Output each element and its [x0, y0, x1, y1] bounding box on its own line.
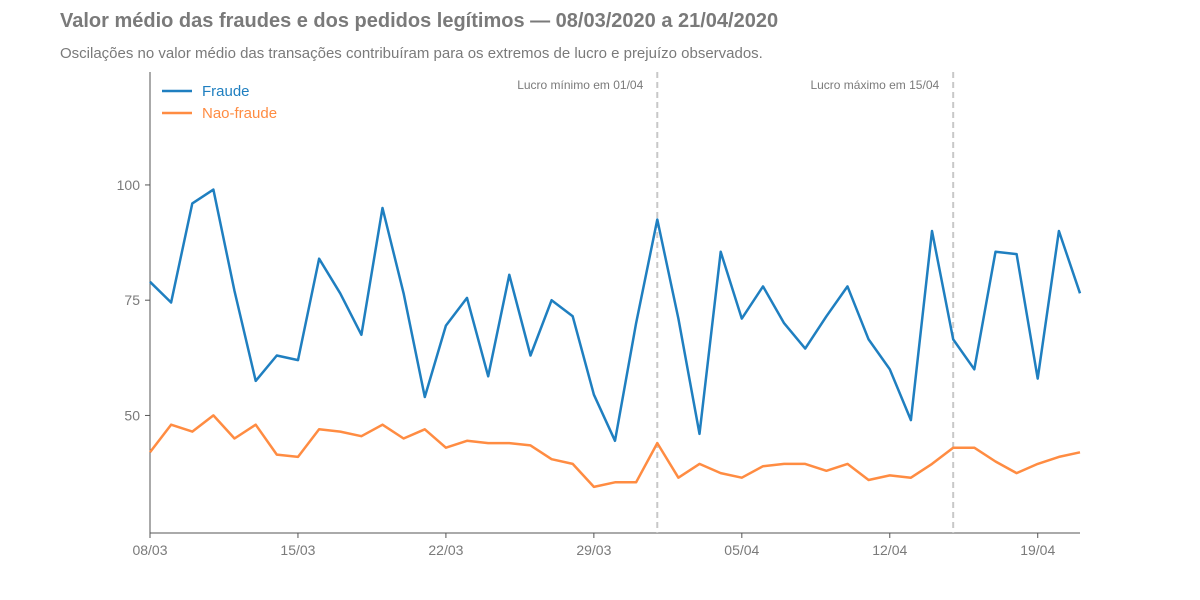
y-tick-label: 50 — [124, 407, 140, 423]
series-line-nao-fraude — [149, 414, 1081, 489]
x-tick-label: 19/04 — [1020, 542, 1055, 558]
annotation-label: Lucro mínimo em 01/04 — [517, 78, 643, 92]
y-tick-label: 100 — [117, 177, 141, 193]
chart-title: Valor médio das fraudes e dos pedidos le… — [60, 10, 779, 32]
x-tick-label: 05/04 — [724, 542, 759, 558]
x-tick-label: 29/03 — [576, 542, 611, 558]
legend-label: Nao-fraude — [202, 105, 277, 122]
x-tick-label: 12/04 — [872, 542, 907, 558]
annotation-label: Lucro máximo em 15/04 — [810, 78, 939, 92]
y-tick-label: 75 — [124, 292, 140, 308]
x-tick-label: 22/03 — [428, 542, 463, 558]
legend-label: Fraude — [202, 83, 250, 100]
x-tick-label: 15/03 — [280, 542, 315, 558]
chart-subtitle: Oscilações no valor médio das transações… — [60, 45, 763, 62]
series-line-fraude — [149, 188, 1082, 443]
x-tick-label: 08/03 — [132, 542, 167, 558]
